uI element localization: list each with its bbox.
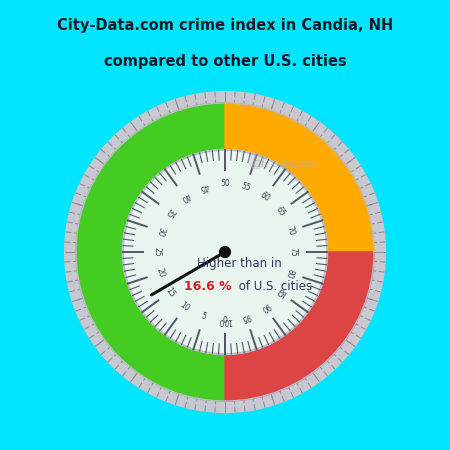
Text: City-Data.com: City-Data.com (252, 159, 317, 168)
Text: 60: 60 (258, 190, 272, 203)
Wedge shape (225, 103, 374, 252)
Text: 70: 70 (284, 225, 296, 237)
Text: 15: 15 (163, 285, 176, 299)
Text: 75: 75 (288, 247, 297, 257)
Text: of U.S. cities: of U.S. cities (235, 279, 312, 292)
Text: Higher than in: Higher than in (197, 257, 282, 270)
Text: 50: 50 (220, 180, 230, 189)
Wedge shape (225, 252, 374, 401)
Text: 35: 35 (163, 205, 176, 219)
Text: 25: 25 (153, 247, 162, 257)
Text: 5: 5 (200, 312, 207, 322)
Text: 16.6 %: 16.6 % (184, 279, 232, 292)
Text: 100: 100 (218, 315, 232, 324)
Text: 80: 80 (284, 267, 296, 279)
Text: 40: 40 (178, 190, 192, 203)
Text: 20: 20 (154, 267, 166, 279)
Circle shape (123, 150, 327, 354)
Text: 95: 95 (240, 311, 252, 323)
Text: 90: 90 (258, 301, 272, 314)
Text: 85: 85 (274, 285, 287, 299)
Wedge shape (76, 103, 225, 401)
Text: 45: 45 (198, 181, 210, 193)
Text: 0: 0 (223, 315, 227, 324)
Circle shape (220, 247, 230, 257)
Text: 10: 10 (178, 301, 192, 314)
Text: 30: 30 (154, 225, 166, 237)
Text: 65: 65 (274, 205, 287, 219)
Circle shape (248, 153, 264, 169)
Circle shape (65, 92, 385, 412)
Text: 55: 55 (240, 181, 252, 193)
Text: compared to other U.S. cities: compared to other U.S. cities (104, 54, 346, 69)
Text: City-Data.com crime index in Candia, NH: City-Data.com crime index in Candia, NH (57, 18, 393, 33)
